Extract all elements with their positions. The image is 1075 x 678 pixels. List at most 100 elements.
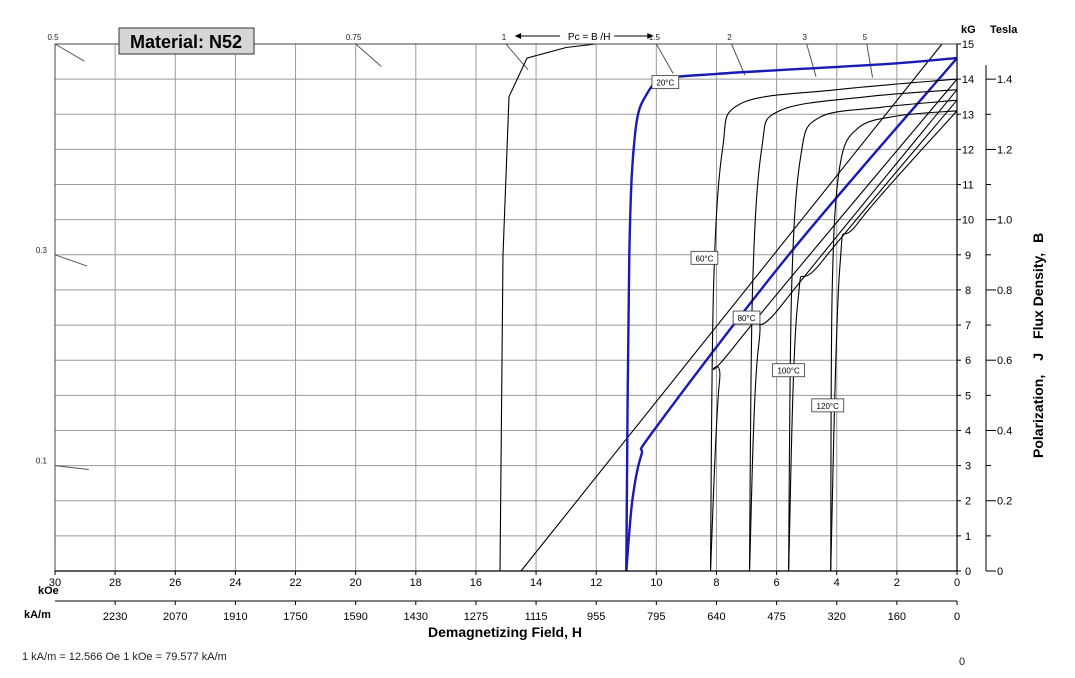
permeance-label: 0.3 [36, 246, 48, 255]
x-tick-label-koe: 30 [49, 577, 61, 589]
y-tick-label-tesla: 1.4 [997, 74, 1012, 86]
j-curve-20°C [625, 56, 958, 572]
b-curve-120°C [830, 110, 958, 572]
permeance-tick [54, 465, 89, 471]
y-tick-label-kg: 11 [962, 180, 973, 192]
x-tick-label-kam: 0 [954, 611, 960, 623]
temp-label: 80°C [738, 314, 756, 323]
pc-formula: Pc = B /H [568, 32, 611, 43]
y-axis-title-part: Flux Density, [1030, 253, 1046, 339]
permeance-tick [866, 43, 874, 78]
temperature-curves [625, 56, 958, 572]
temp-label-box [732, 310, 761, 325]
plot-frame [54, 43, 958, 572]
x-tick-label-koe: 20 [350, 577, 362, 589]
x-tick-label-kam: 2230 [103, 611, 127, 623]
x-tick-label-kam: 1115 [525, 611, 548, 623]
permeance-tick [54, 254, 88, 267]
reference-line [520, 43, 943, 572]
y-tick-label-tesla: 1.0 [997, 215, 1012, 227]
y-tick-label-kg: 0 [965, 566, 971, 578]
y-tick-label-kg: 8 [965, 285, 971, 297]
y-tick-label-tesla: 0.4 [997, 425, 1012, 437]
permeance-label: 0.5 [47, 33, 59, 42]
x-tick-label-kam: 955 [587, 611, 605, 623]
x-tick-label-koe: 0 [954, 577, 960, 589]
x-tick-label-kam: 475 [767, 611, 785, 623]
permeance-tick [731, 43, 746, 76]
y-tick-label-kg: 3 [965, 461, 971, 473]
x-tick-label-koe: 24 [229, 577, 241, 589]
permeance-tick [505, 43, 529, 71]
x-tick-label-kam: 1910 [223, 611, 247, 623]
x-tick-label-koe: 4 [834, 577, 840, 589]
permeance-label: 3 [802, 33, 807, 42]
y-tick-label-kg: 5 [965, 390, 971, 402]
x-tick-label-kam: 1430 [404, 611, 428, 623]
x-tick-label-kam: 320 [828, 611, 846, 623]
x-tick-label-koe: 2 [894, 577, 900, 589]
y-tick-label-kg: 6 [965, 355, 971, 367]
x-unit-koe: kOe [38, 585, 59, 597]
permeance-label: 5 [863, 33, 868, 42]
j-curve-80°C [748, 89, 958, 572]
permeance-label: 1 [502, 33, 507, 42]
temp-label: 120°C [817, 402, 840, 411]
x-tick-label-koe: 12 [590, 577, 602, 589]
permeance-tick [655, 43, 674, 74]
permeance-label: 0.1 [36, 457, 48, 466]
x-tick-label-kam: 1750 [283, 611, 307, 623]
y-tick-label-kg: 1 [965, 531, 971, 543]
temp-label-box [690, 250, 719, 265]
y-unit-tesla: Tesla [990, 24, 1018, 36]
permeance-tick [806, 43, 817, 77]
j-curve-120°C [830, 110, 958, 572]
y-tick-label-kg: 9 [965, 250, 971, 262]
y-tick-label-kg: 10 [962, 215, 974, 227]
title-box [118, 27, 255, 55]
unit-conversion-note: 1 kA/m = 12.566 Oe 1 kOe = 79.577 kA/m [22, 651, 227, 663]
y-tick-label-tesla: 0 [997, 566, 1003, 578]
x-unit-kam: kA/m [24, 609, 51, 621]
y-axis-title-part: J [1030, 353, 1046, 361]
y-axis-title-part: B [1030, 233, 1046, 243]
x-tick-label-kam: 795 [647, 611, 665, 623]
x-tick-label-koe: 10 [650, 577, 662, 589]
b-curve-60°C [709, 78, 958, 572]
x-tick-label-koe: 18 [410, 577, 422, 589]
temp-label-box [651, 75, 680, 90]
y-axis-title-part: Polarization, [1030, 375, 1046, 458]
permeance-tick [355, 43, 382, 67]
y-tick-label-kg: 13 [962, 109, 974, 121]
y-tick-label-tesla: 0.6 [997, 355, 1012, 367]
b-curve-80°C [748, 89, 958, 572]
temp-label: 60°C [696, 254, 714, 263]
temp-label: 20°C [656, 79, 674, 88]
temp-label: 100°C [777, 367, 800, 376]
b-curve-20°C [625, 57, 958, 572]
x-tick-label-kam: 2070 [163, 611, 187, 623]
b-curve-100°C [788, 99, 958, 572]
x-tick-label-koe: 16 [470, 577, 482, 589]
y-tick-label-kg: 14 [962, 74, 974, 86]
reference-line [499, 43, 597, 572]
temp-label-box [811, 398, 845, 413]
y-axis-title: Polarization, J Flux Density, B [1030, 233, 1046, 458]
permeance-label: 1.5 [649, 33, 661, 42]
permeance-label: 2 [727, 33, 732, 42]
y-tick-label-kg: 12 [962, 144, 974, 156]
j-curve-100°C [788, 99, 958, 572]
x-tick-label-kam: 160 [888, 611, 906, 623]
x-tick-label-kam: 640 [707, 611, 725, 623]
grid [54, 43, 958, 572]
j-curve-60°C [709, 78, 958, 572]
y-tick-label-tesla: 0.2 [997, 496, 1012, 508]
y-tick-label-tesla: 0.8 [997, 285, 1012, 297]
chart-title: Material: N52 [130, 32, 242, 52]
reference-lines [499, 43, 943, 572]
x-tick-label-koe: 14 [530, 577, 542, 589]
y-unit-kg: kG [961, 24, 976, 36]
temp-label-box [772, 363, 806, 378]
